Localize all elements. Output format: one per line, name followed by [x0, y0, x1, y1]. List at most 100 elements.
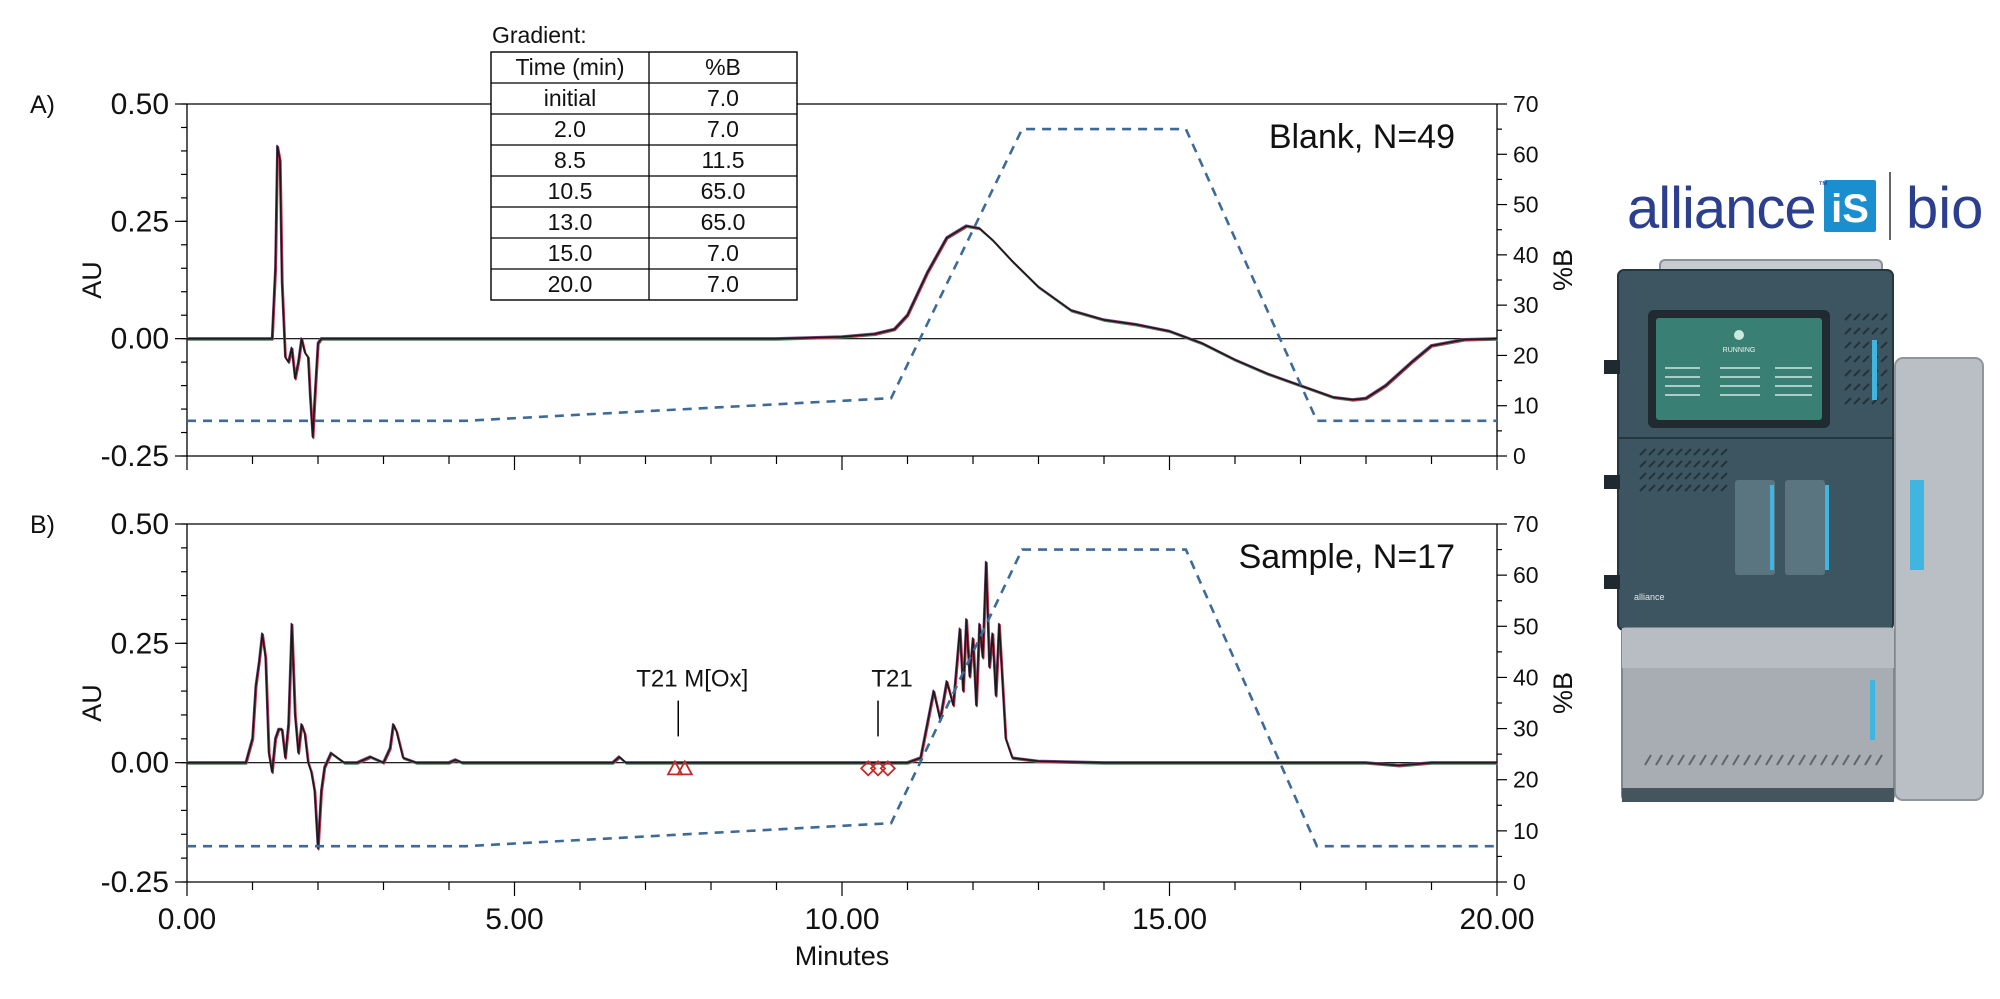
x-tick-label: 0.00 — [158, 903, 216, 936]
vent-slot — [1711, 484, 1719, 492]
gradient-line — [187, 127, 1497, 423]
vent-slot — [1844, 369, 1852, 377]
gradient-table-time-cell: 15.0 — [548, 240, 593, 266]
vent-slot — [1675, 484, 1683, 492]
panel-b: 0.50 0.25 0.00 -0.25 70 60 50 40 30 20 10 0 0.00 5.00… — [30, 508, 1578, 971]
logo-badge-text: iS — [1831, 187, 1869, 231]
vent-slot — [1880, 313, 1888, 321]
side-module — [1894, 357, 1984, 801]
triangle-marker — [666, 759, 684, 776]
y-tick-label: 0.00 — [111, 747, 169, 780]
vent-slot — [1721, 754, 1729, 766]
instrument-base — [1622, 788, 1894, 802]
y-tick-label: 0.50 — [111, 508, 169, 541]
vent-slot — [1880, 327, 1888, 335]
vent-slot — [1853, 369, 1861, 377]
vent-slot — [1666, 472, 1674, 480]
vent-slot — [1862, 327, 1870, 335]
vent-slot — [1871, 313, 1879, 321]
vent-slot — [1684, 472, 1692, 480]
door-panel-left — [1735, 480, 1775, 575]
vent-slot — [1666, 460, 1674, 468]
gradient-table-b-cell: 7.0 — [707, 240, 739, 266]
panel-a: 0.50 0.25 0.00 -0.25 70 60 50 40 30 20 10 0 AU %B A) Bl… — [30, 88, 1578, 473]
vent-slot — [1675, 460, 1683, 468]
panel-label: B) — [30, 511, 55, 539]
gradient-line — [187, 548, 1497, 848]
gradient-table-time-cell: 20.0 — [548, 271, 593, 297]
vent-slot — [1711, 448, 1719, 456]
y-axis-title: AU — [77, 684, 107, 722]
status-light-lower — [1870, 680, 1875, 740]
side-connector — [1604, 360, 1620, 374]
y-tick-label: 0.50 — [111, 88, 169, 121]
vent-slot — [1639, 460, 1647, 468]
y2-tick-label: 0 — [1513, 869, 1526, 895]
vent-slot — [1702, 460, 1710, 468]
gradient-table-b-cell: 65.0 — [701, 209, 746, 235]
trace-overlay-green — [187, 562, 1498, 851]
y2-tick-label: 60 — [1513, 562, 1539, 588]
panel-label: A) — [30, 91, 55, 119]
vent-slot — [1639, 448, 1647, 456]
vent-slot — [1657, 484, 1665, 492]
vent-slot — [1754, 754, 1762, 766]
vent-slot — [1684, 460, 1692, 468]
vent-slot — [1776, 754, 1784, 766]
vent-slot — [1862, 355, 1870, 363]
gradient-table-time-cell: 8.5 — [554, 147, 586, 173]
vent-slot — [1871, 327, 1879, 335]
gradient-table-time-cell: 10.5 — [548, 178, 593, 204]
vent-slot — [1844, 327, 1852, 335]
vent-slot — [1648, 472, 1656, 480]
side-connector — [1604, 475, 1620, 489]
vent-slot — [1864, 754, 1872, 766]
gradient-table-title: Gradient: — [492, 22, 587, 48]
trace-overlay-purple — [186, 560, 1497, 849]
trace-overlay-red — [187, 146, 1498, 439]
trace-overlay-green — [187, 146, 1498, 440]
vent-slot — [1732, 754, 1740, 766]
trace-main — [187, 145, 1498, 439]
vent-slot — [1844, 355, 1852, 363]
gradient-table-b-cell: 7.0 — [707, 85, 739, 111]
vent-slot — [1688, 754, 1696, 766]
gradient-table-header-b: %B — [705, 54, 741, 80]
y2-tick-label: 20 — [1513, 342, 1539, 368]
vent-slot — [1677, 754, 1685, 766]
logo-badge — [1824, 180, 1876, 232]
y2-tick-label: 20 — [1513, 767, 1539, 793]
logo-trademark: ™ — [1818, 180, 1828, 191]
vent-slot — [1666, 484, 1674, 492]
vent-slot — [1862, 341, 1870, 349]
vent-slot — [1639, 472, 1647, 480]
vent-slot — [1844, 313, 1852, 321]
trace-overlay-red — [187, 561, 1498, 851]
vent-slot — [1880, 397, 1888, 405]
vent-slot — [1648, 460, 1656, 468]
vent-slot — [1862, 313, 1870, 321]
y2-tick-label: 40 — [1513, 664, 1539, 690]
vent-slot — [1639, 484, 1647, 492]
vent-slot — [1809, 754, 1817, 766]
gradient-table-b-cell: 7.0 — [707, 116, 739, 142]
vent-slot — [1720, 472, 1728, 480]
y-tick-label: 0.25 — [111, 627, 169, 660]
vent-slot — [1853, 397, 1861, 405]
vent-slot — [1702, 472, 1710, 480]
vent-slot — [1693, 460, 1701, 468]
vent-slot — [1844, 383, 1852, 391]
screen-status-text: RUNNING — [1723, 347, 1756, 354]
y2-tick-label: 70 — [1513, 511, 1539, 537]
gradient-table-time-cell: 13.0 — [548, 209, 593, 235]
vent-slot — [1693, 448, 1701, 456]
vent-slot — [1657, 448, 1665, 456]
status-light-mid-left — [1770, 485, 1774, 570]
vent-slot — [1702, 484, 1710, 492]
run-label: Blank, N=49 — [1269, 118, 1455, 156]
side-module-light — [1910, 480, 1924, 570]
vent-slot — [1875, 754, 1883, 766]
vent-slot — [1648, 448, 1656, 456]
vent-slot — [1853, 754, 1861, 766]
y2-tick-label: 70 — [1513, 91, 1539, 117]
